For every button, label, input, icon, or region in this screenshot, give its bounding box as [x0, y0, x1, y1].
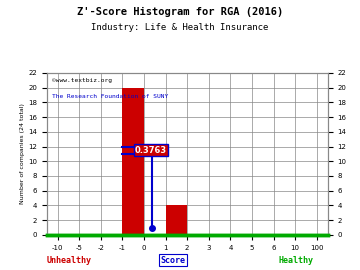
Text: Healthy: Healthy	[278, 256, 313, 265]
Text: Industry: Life & Health Insurance: Industry: Life & Health Insurance	[91, 23, 269, 32]
Text: ©www.textbiz.org: ©www.textbiz.org	[53, 78, 112, 83]
Text: Z'-Score Histogram for RGA (2016): Z'-Score Histogram for RGA (2016)	[77, 7, 283, 17]
Bar	[166, 205, 187, 235]
Text: Score: Score	[160, 256, 185, 265]
Text: The Research Foundation of SUNY: The Research Foundation of SUNY	[53, 94, 169, 99]
Text: Unhealthy: Unhealthy	[47, 256, 92, 265]
Y-axis label: Number of companies (24 total): Number of companies (24 total)	[20, 103, 25, 204]
Bar	[122, 88, 144, 235]
Text: 0.3763: 0.3763	[135, 146, 167, 155]
